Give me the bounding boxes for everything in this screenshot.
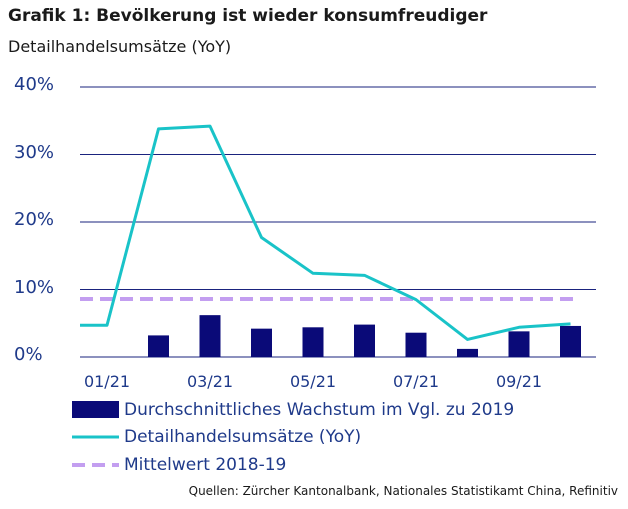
y-tick-label: 0% bbox=[14, 344, 43, 365]
bar bbox=[457, 348, 478, 357]
chart-title: Grafik 1: Bevölkerung ist wieder konsumf… bbox=[8, 6, 488, 26]
y-tick-label: 20% bbox=[14, 209, 55, 230]
bar bbox=[560, 325, 581, 357]
y-tick-label: 40% bbox=[14, 74, 55, 95]
bar bbox=[251, 328, 272, 357]
legend-label-bars: Durchschnittliches Wachstum im Vgl. zu 2… bbox=[124, 400, 515, 420]
x-tick-label: 05/21 bbox=[289, 372, 337, 391]
x-tick-label: 09/21 bbox=[495, 372, 543, 391]
source-note: Quellen: Zürcher Kantonalbank, Nationale… bbox=[188, 484, 618, 498]
bar bbox=[508, 331, 530, 357]
bar bbox=[148, 335, 169, 357]
chart-subtitle: Detailhandelsumsätze (YoY) bbox=[8, 37, 232, 56]
legend-label-line: Detailhandelsumsätze (YoY) bbox=[124, 427, 362, 447]
legend-label-mean: Mittelwert 2018-19 bbox=[124, 455, 287, 475]
x-tick-label: 07/21 bbox=[392, 372, 440, 391]
legend-swatch-bars bbox=[72, 401, 119, 418]
y-tick-label: 30% bbox=[14, 141, 55, 163]
bar bbox=[354, 324, 375, 357]
x-tick-label: 01/21 bbox=[83, 372, 131, 391]
bar bbox=[199, 315, 221, 357]
x-tick-label: 03/21 bbox=[186, 372, 234, 391]
bar bbox=[302, 327, 324, 357]
series-line bbox=[80, 124, 571, 341]
bar bbox=[405, 332, 427, 357]
y-tick-label: 10% bbox=[14, 276, 55, 298]
